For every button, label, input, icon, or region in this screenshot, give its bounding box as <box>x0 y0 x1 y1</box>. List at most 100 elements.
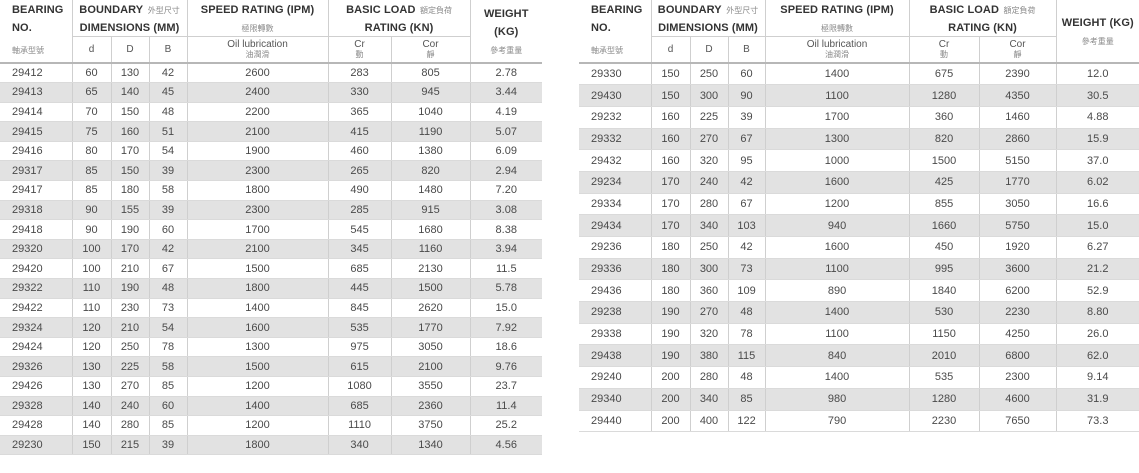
bearing-no-cn-header: 軸承型號 <box>0 37 72 64</box>
table-row: 29317 85 150 39 2300 265 820 2.94 <box>0 160 543 182</box>
bearing-no-label: BEARING NO. <box>12 4 64 35</box>
width-B-cell: 73 <box>148 298 188 319</box>
speed-rating-cell: 1300 <box>186 337 329 358</box>
weight-cell: 4.19 <box>469 102 543 123</box>
width-B-cell: 39 <box>148 200 188 221</box>
speed-rating-cell: 2100 <box>186 239 329 260</box>
cr-cell: 445 <box>327 278 392 299</box>
outer-D-cell: 320 <box>689 323 728 346</box>
width-B-cell: 85 <box>727 388 766 411</box>
weight-cell: 52.9 <box>1055 279 1139 303</box>
cor-cell: 2230 <box>978 301 1057 324</box>
table-row: 29432 160 320 95 1000 1500 5150 37.0 <box>579 149 1139 172</box>
bearing-no-cell: 29334 <box>579 193 651 216</box>
cor-cell: 2620 <box>390 298 471 319</box>
weight-cell: 9.14 <box>1055 366 1139 389</box>
speed-rating-cell: 1000 <box>764 149 910 172</box>
weight-header: WEIGHT (KG) 參考重量 <box>1055 0 1139 63</box>
table-row: 29340 200 340 85 980 1280 4600 31.9 <box>579 388 1139 411</box>
speed-rating-cell: 790 <box>764 410 910 433</box>
cor-cell: 5750 <box>978 214 1057 237</box>
table-row: 29430 150 300 90 1100 1280 4350 30.5 <box>579 84 1139 107</box>
bearing-no-cell: 29336 <box>579 258 651 281</box>
width-B-cell: 85 <box>148 415 188 436</box>
bearing-no-cell: 29413 <box>0 82 72 103</box>
bearing-table-left: BEARING NO. BOUNDARY 外型尺寸 DIMENSIONS (MM… <box>0 0 543 456</box>
width-B-cell: 39 <box>727 106 766 129</box>
weight-cell: 9.76 <box>469 356 543 377</box>
table-row: 29338 190 320 78 1100 1150 4250 26.0 <box>579 323 1139 346</box>
bearing-no-cell: 29236 <box>579 236 651 259</box>
weight-cell: 4.56 <box>469 435 543 456</box>
cr-cell: 345 <box>327 239 392 260</box>
outer-D-cell: 300 <box>689 258 728 281</box>
outer-D-cell: 150 <box>110 160 149 182</box>
outer-D-cell: 225 <box>110 356 149 377</box>
table-row: 29234 170 240 42 1600 425 1770 6.02 <box>579 171 1139 194</box>
cor-cell: 5150 <box>978 149 1057 172</box>
weight-cell: 6.02 <box>1055 171 1139 194</box>
outer-D-cell: 250 <box>110 337 149 358</box>
cor-cell: 1500 <box>390 278 471 299</box>
bearing-no-cell: 29318 <box>0 200 72 221</box>
outer-D-cell: 230 <box>110 298 149 319</box>
col-d-header: d <box>71 36 112 63</box>
weight-cn-label: 參考重量 <box>1081 37 1114 46</box>
cor-cell: 820 <box>390 160 471 182</box>
width-B-cell: 48 <box>148 278 188 299</box>
cr-cell: 1660 <box>908 214 980 237</box>
oil-lubrication-label: Oil lubrication <box>227 39 288 50</box>
speed-rating-cell: 1400 <box>186 298 329 319</box>
width-B-cell: 85 <box>148 376 188 397</box>
speed-rating-cell: 1800 <box>186 278 329 299</box>
weight-cell: 2.94 <box>469 160 543 182</box>
table-row: 29328 140 240 60 1400 685 2360 11.4 <box>0 396 543 417</box>
bore-d-cell: 180 <box>650 279 690 303</box>
outer-D-cell: 170 <box>110 141 149 162</box>
table-row: 29332 160 270 67 1300 820 2860 15.9 <box>579 128 1139 151</box>
width-B-cell: 48 <box>148 102 188 123</box>
speed-rating-cell: 2100 <box>186 121 329 142</box>
width-B-cell: 78 <box>148 337 188 358</box>
width-B-cell: 58 <box>148 356 188 377</box>
col-D-label: D <box>705 43 713 55</box>
cor-cell: 3750 <box>390 415 471 436</box>
bearing-no-header: BEARING NO. <box>0 0 72 37</box>
boundary-dimensions-header: BOUNDARY 外型尺寸 DIMENSIONS (MM) <box>71 0 188 37</box>
speed-rating-cell: 1100 <box>764 323 910 346</box>
cr-cell: 425 <box>908 171 980 194</box>
bearing-no-cell: 29417 <box>0 180 72 201</box>
weight-cell: 3.94 <box>469 239 543 260</box>
bore-d-cell: 190 <box>650 323 690 346</box>
bearing-no-cell: 29330 <box>579 63 651 86</box>
cor-cell: 1040 <box>390 102 471 123</box>
cor-cell: 3550 <box>390 376 471 397</box>
boundary-dimensions-header: BOUNDARY 外型尺寸 DIMENSIONS (MM) <box>650 0 766 37</box>
cor-cell: 1770 <box>390 317 471 338</box>
basic-load-header: BASIC LOAD 額定負荷 RATING (KN) <box>908 0 1057 37</box>
cr-cell: 2230 <box>908 410 980 433</box>
bore-d-cell: 110 <box>71 278 111 299</box>
cr-label: Cr <box>938 39 950 50</box>
cr-cell: 450 <box>908 236 980 259</box>
bearing-no-cell: 29234 <box>579 171 651 194</box>
cor-cn-label: 靜 <box>426 50 435 59</box>
table-row: 29320 100 170 42 2100 345 1160 3.94 <box>0 239 543 260</box>
bearing-no-cell: 29317 <box>0 160 72 182</box>
weight-cell: 11.5 <box>469 258 543 280</box>
cr-cell: 545 <box>327 219 392 240</box>
outer-D-cell: 280 <box>689 366 728 389</box>
weight-cell: 8.80 <box>1055 301 1139 324</box>
weight-cell: 21.2 <box>1055 258 1139 281</box>
cor-cell: 6200 <box>978 279 1057 303</box>
cor-cell: 3050 <box>390 337 471 358</box>
outer-D-cell: 180 <box>110 180 149 201</box>
basic-load-header: BASIC LOAD 額定負荷 RATING (KN) <box>327 0 471 37</box>
cr-cell: 845 <box>327 298 392 319</box>
table-row: 29418 90 190 60 1700 545 1680 8.38 <box>0 219 543 240</box>
bore-d-cell: 170 <box>650 193 690 216</box>
outer-D-cell: 280 <box>689 193 728 216</box>
table-row: 29414 70 150 48 2200 365 1040 4.19 <box>0 102 543 123</box>
cr-cell: 1080 <box>327 376 392 397</box>
bore-d-cell: 160 <box>650 128 690 151</box>
